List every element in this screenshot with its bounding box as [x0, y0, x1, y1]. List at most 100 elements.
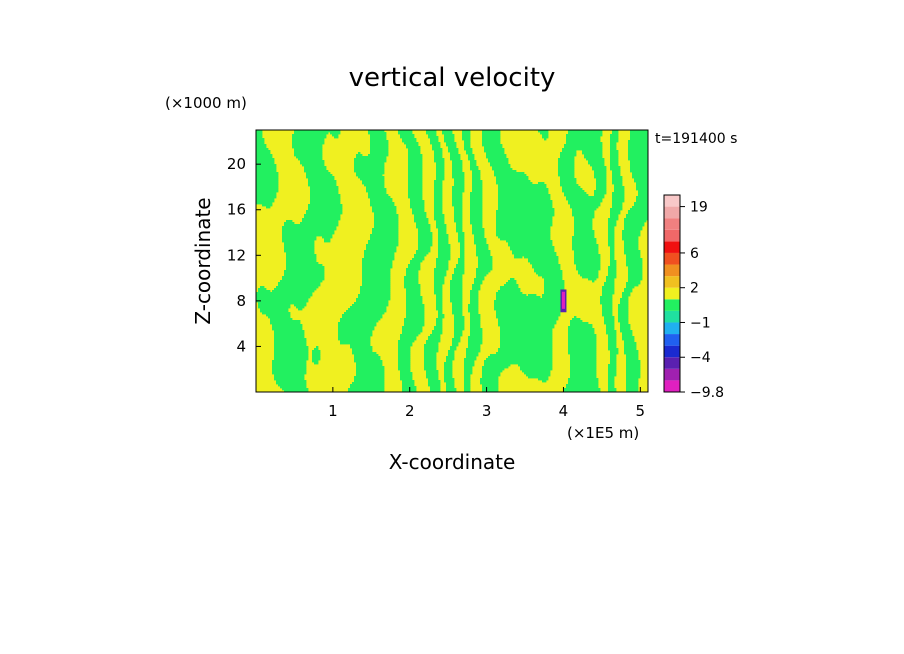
field-band [348, 388, 385, 391]
field-band [274, 336, 305, 339]
field-band [358, 294, 391, 297]
field-band [362, 272, 391, 275]
field-band [464, 362, 475, 365]
field-band [472, 172, 481, 175]
field-band [304, 214, 341, 217]
field-band [434, 196, 443, 199]
field-band [624, 226, 643, 229]
field-band [286, 252, 315, 255]
field-band [630, 134, 648, 137]
field-band [438, 230, 447, 233]
field-band [354, 356, 381, 359]
field-band [426, 376, 439, 379]
field-band [522, 370, 551, 373]
field-band [612, 172, 621, 175]
field-band [282, 228, 337, 231]
field-band [592, 280, 595, 283]
field-band [498, 318, 559, 321]
field-band [610, 148, 617, 151]
field-band [532, 264, 561, 267]
field-band [468, 344, 481, 347]
field-band [610, 258, 615, 261]
field-band [366, 186, 385, 189]
field-band [436, 224, 447, 227]
field-band [370, 234, 399, 237]
field-band [628, 146, 648, 149]
field-band [490, 164, 511, 167]
colorbar-segment [664, 322, 680, 335]
field-band [492, 168, 513, 171]
field-band [438, 228, 447, 231]
field-band [496, 298, 565, 301]
field-band [620, 302, 629, 305]
field-band [456, 230, 463, 233]
field-band [470, 302, 479, 305]
field-band [434, 288, 443, 291]
field-band [408, 158, 423, 161]
field-band [454, 320, 465, 323]
field-band [482, 384, 499, 387]
field-band [464, 358, 477, 361]
field-band [612, 206, 623, 209]
field-band [472, 228, 485, 231]
field-band [610, 352, 619, 355]
field-band [468, 338, 483, 341]
field-band [408, 164, 423, 167]
field-band [498, 186, 547, 189]
field-band [622, 338, 635, 341]
field-band [470, 202, 483, 205]
field-band [470, 334, 483, 337]
field-band [354, 302, 389, 305]
field-band [514, 254, 557, 257]
field-band [364, 250, 397, 253]
field-band [574, 250, 599, 253]
field-band [464, 146, 471, 149]
field-band [454, 218, 463, 221]
field-band [564, 144, 603, 147]
field-band [496, 222, 553, 225]
field-band [452, 344, 459, 347]
field-band [304, 168, 327, 171]
field-band [618, 316, 629, 319]
field-band [432, 146, 441, 149]
field-band [610, 164, 619, 167]
field-band [344, 312, 385, 315]
field-band [482, 132, 501, 135]
field-band [356, 366, 385, 369]
field-band [428, 134, 437, 137]
field-band [482, 136, 501, 139]
field-band [370, 204, 395, 207]
field-band [510, 246, 555, 249]
field-band [626, 260, 643, 263]
field-band [500, 336, 553, 339]
field-band [596, 186, 607, 189]
field-band [406, 294, 421, 297]
field-band [418, 242, 433, 245]
field-band [426, 340, 441, 343]
field-band [570, 204, 601, 207]
field-band [450, 158, 461, 161]
field-band [568, 382, 599, 385]
field-band [582, 152, 603, 155]
field-band [272, 366, 307, 369]
field-band [262, 204, 273, 207]
time-label: t=191400 s [655, 131, 737, 147]
plot-frame [255, 129, 649, 393]
field-band [256, 292, 313, 295]
field-band [572, 214, 595, 217]
field-band [562, 150, 577, 153]
field-band [470, 332, 483, 335]
field-band [624, 242, 639, 245]
field-band [602, 294, 613, 297]
field-band [496, 218, 553, 221]
field-band [498, 194, 551, 197]
field-band [408, 178, 423, 181]
field-band [430, 390, 441, 392]
field-band [450, 292, 463, 295]
field-band [370, 140, 389, 143]
field-band [256, 156, 273, 159]
field-band [628, 276, 643, 279]
field-band [446, 144, 457, 147]
field-band [256, 296, 311, 299]
field-band [356, 298, 391, 301]
